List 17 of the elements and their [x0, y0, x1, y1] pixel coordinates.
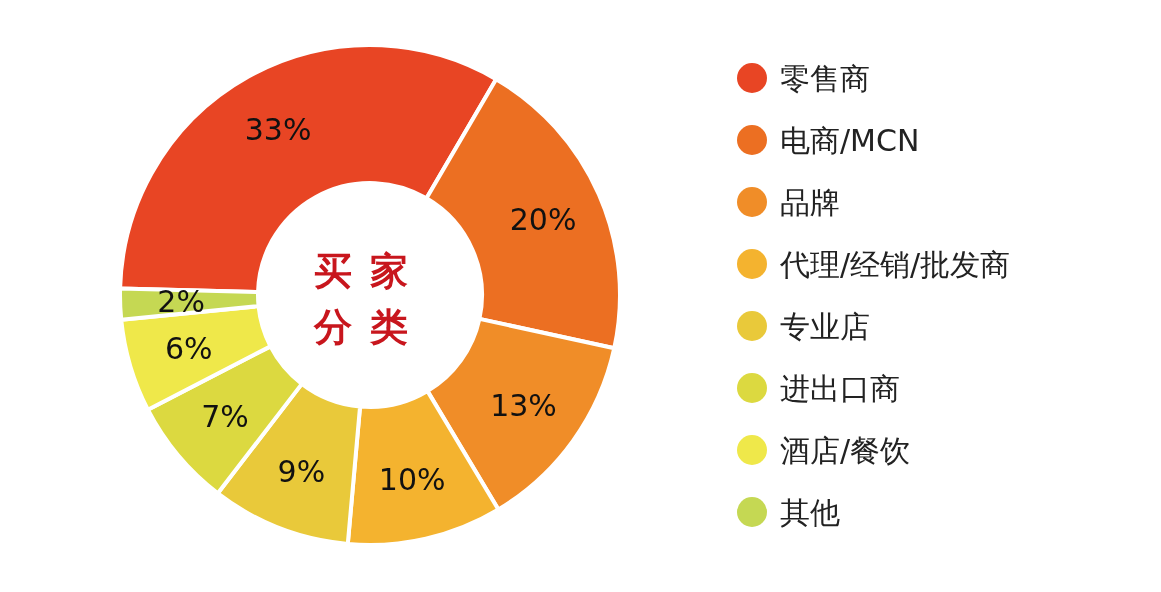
data-label: 2%	[157, 284, 205, 320]
data-label: 7%	[201, 398, 249, 434]
text: 买家分类	[313, 249, 426, 349]
legend-label: 专业店	[780, 308, 870, 344]
data-label: 6%	[164, 331, 213, 367]
legend-label: 其他	[780, 494, 840, 530]
legend-label: 品牌	[780, 184, 840, 220]
legend-label: 零售商	[780, 60, 870, 96]
data-label: 9%	[277, 453, 326, 489]
data-label: 10%	[378, 461, 446, 497]
data-label: 33%	[244, 112, 312, 148]
legend-label: 酒店/餐饮	[780, 432, 911, 468]
legend-label: 代理/经销/批发商	[779, 246, 1011, 282]
legend-label: 进出口商	[780, 370, 900, 406]
legend-label: 电商/MCN	[780, 122, 920, 158]
data-label: 13%	[490, 387, 557, 423]
data-label: 20%	[509, 201, 577, 237]
